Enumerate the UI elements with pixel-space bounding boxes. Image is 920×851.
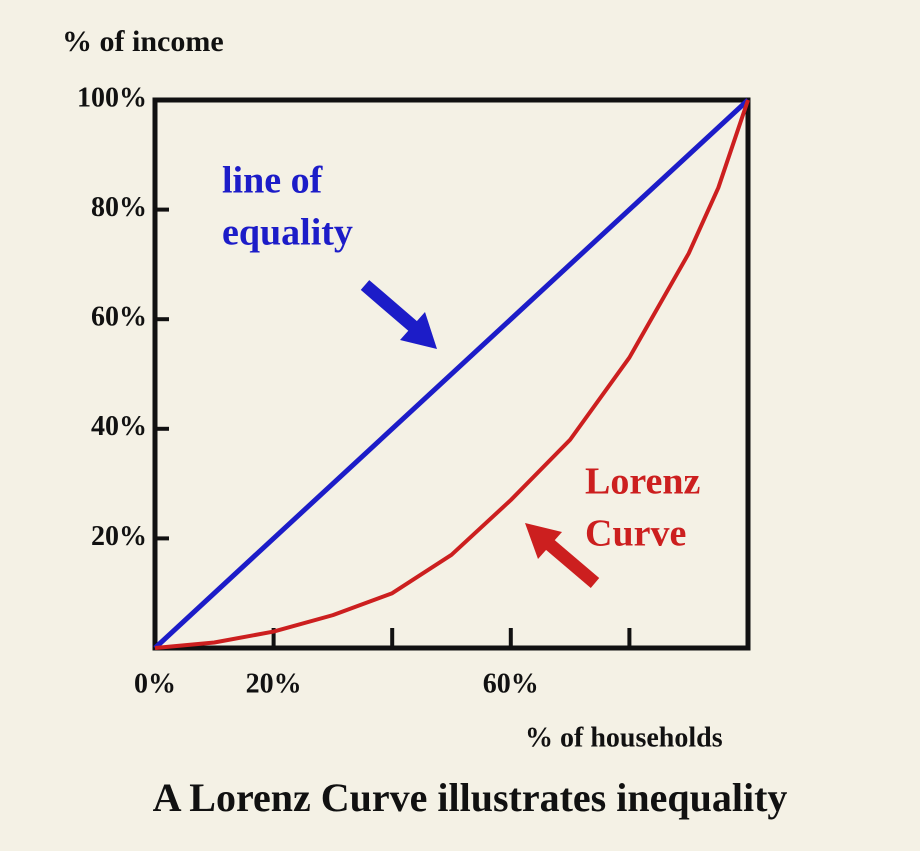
chart-title: A Lorenz Curve illustrates inequality — [153, 775, 788, 820]
y-tick-label: 20% — [91, 521, 147, 552]
annotation: Lorenz — [585, 461, 701, 503]
x-axis-label: % of households — [525, 722, 723, 753]
annotation: equality — [222, 212, 353, 254]
y-tick-label: 40% — [91, 411, 147, 442]
arrow-shaft — [543, 538, 600, 588]
equality-arrow — [360, 280, 437, 349]
lorenz-arrow — [525, 523, 600, 588]
y-axis-label: % of income — [62, 25, 224, 58]
annotation: line of — [222, 160, 324, 202]
arrow-head — [525, 523, 562, 559]
arrow-shaft — [360, 280, 420, 333]
series-line — [154, 99, 750, 650]
series-line — [153, 98, 750, 650]
x-tick-label: 60% — [483, 668, 539, 699]
x-tick-label: 0% — [134, 668, 176, 699]
y-tick-label: 100% — [77, 82, 147, 113]
annotation: Curve — [585, 513, 686, 555]
y-tick-label: 60% — [91, 302, 147, 333]
plot-frame — [152, 97, 751, 651]
y-tick-label: 80% — [91, 192, 147, 223]
x-tick-label: 20% — [246, 668, 302, 699]
arrow-head — [400, 312, 437, 349]
